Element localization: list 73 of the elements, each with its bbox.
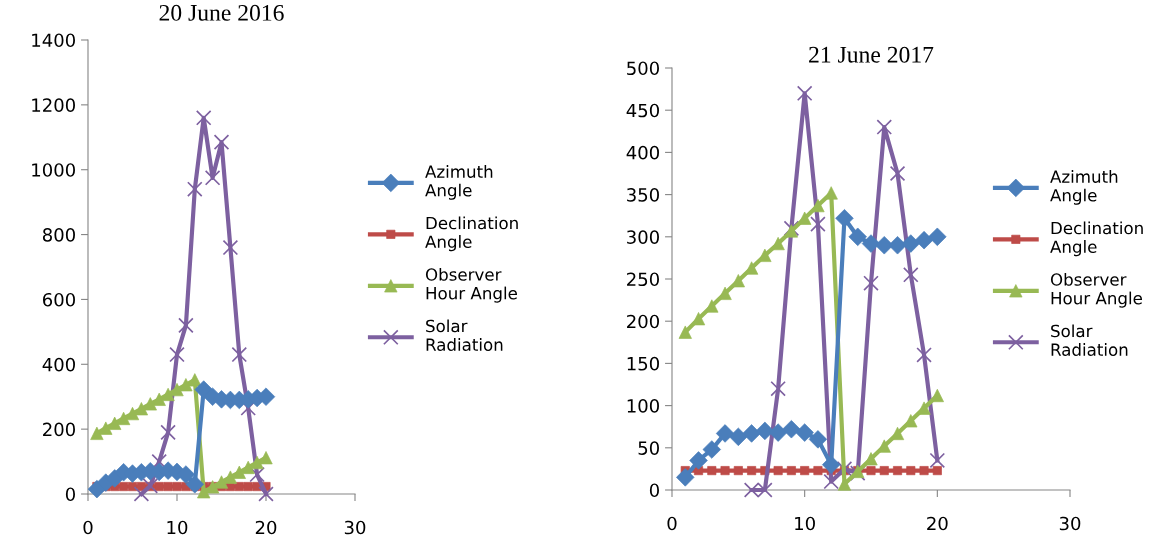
point [178,317,194,334]
legend-label: Solar Radiation [1051,324,1128,356]
y-tick-label: 350 [627,188,659,202]
y-tick-label: 400 [626,145,659,160]
point [258,486,274,502]
legend-label: Observer Hour Angle [1050,272,1142,308]
legend-label: Azimuth Angle [425,165,493,200]
point [893,466,903,476]
chart-title: 20 June 2016 [159,4,284,21]
point [876,119,893,135]
y-tick-label: 1000 [32,163,75,177]
legend-label: Declination Angle [1050,221,1143,257]
y-tick-label: 200 [627,314,659,329]
y-tick-label: 600 [42,292,75,307]
y-tick-label: 400 [42,357,75,372]
point [916,347,932,363]
y-tick-label: 0 [649,483,659,498]
point [811,198,825,213]
point [889,165,906,182]
y-tick-label: 500 [627,61,659,76]
legend-label: Azimuth Angle [1050,170,1118,205]
point [718,286,732,300]
y-tick-label: 450 [626,103,659,118]
point [187,181,203,197]
y-tick-label: 800 [42,228,75,242]
point [142,478,159,494]
point [702,440,721,459]
legend-label: Solar Radiation [426,319,503,351]
point [823,473,839,490]
legend-label: Declination Angle [425,216,518,252]
y-tick-label: 0 [65,487,75,502]
point [204,170,221,186]
point [232,465,246,479]
x-tick-label: 20 [927,516,948,531]
chart-title: 21 June 2017 [809,46,934,63]
point [800,466,810,476]
point [770,380,786,397]
x-tick-label: 10 [167,520,188,535]
point [863,275,879,291]
point [783,220,800,237]
point [903,267,919,283]
y-tick-label: 100 [627,399,659,413]
x-tick-label: 10 [795,516,815,531]
point [796,85,813,102]
x-tick-label: 30 [344,520,366,535]
y-tick-label: 150 [627,356,659,371]
y-tick-label: 1400 [32,33,75,48]
point [249,466,265,483]
point [758,248,772,262]
y-tick-label: 250 [627,272,659,287]
y-tick-label: 50 [638,441,659,455]
legend-label: Observer Hour Angle [425,267,517,303]
x-tick-label: 20 [255,520,277,535]
point [185,475,204,494]
point [786,466,796,476]
y-tick-label: 1200 [32,98,75,112]
point [117,411,131,426]
point [213,134,230,150]
point [169,346,185,363]
point [222,239,239,256]
point [160,424,176,441]
point [231,346,248,363]
x-tick-label: 0 [667,516,677,531]
point [929,452,946,469]
point [810,216,826,232]
y-tick-label: 300 [627,230,659,244]
point [836,461,853,477]
x-tick-label: 0 [83,520,93,535]
point [195,110,212,126]
x-tick-label: 30 [1059,516,1081,531]
y-tick-label: 200 [43,422,75,437]
point [133,486,150,502]
point [127,482,138,492]
